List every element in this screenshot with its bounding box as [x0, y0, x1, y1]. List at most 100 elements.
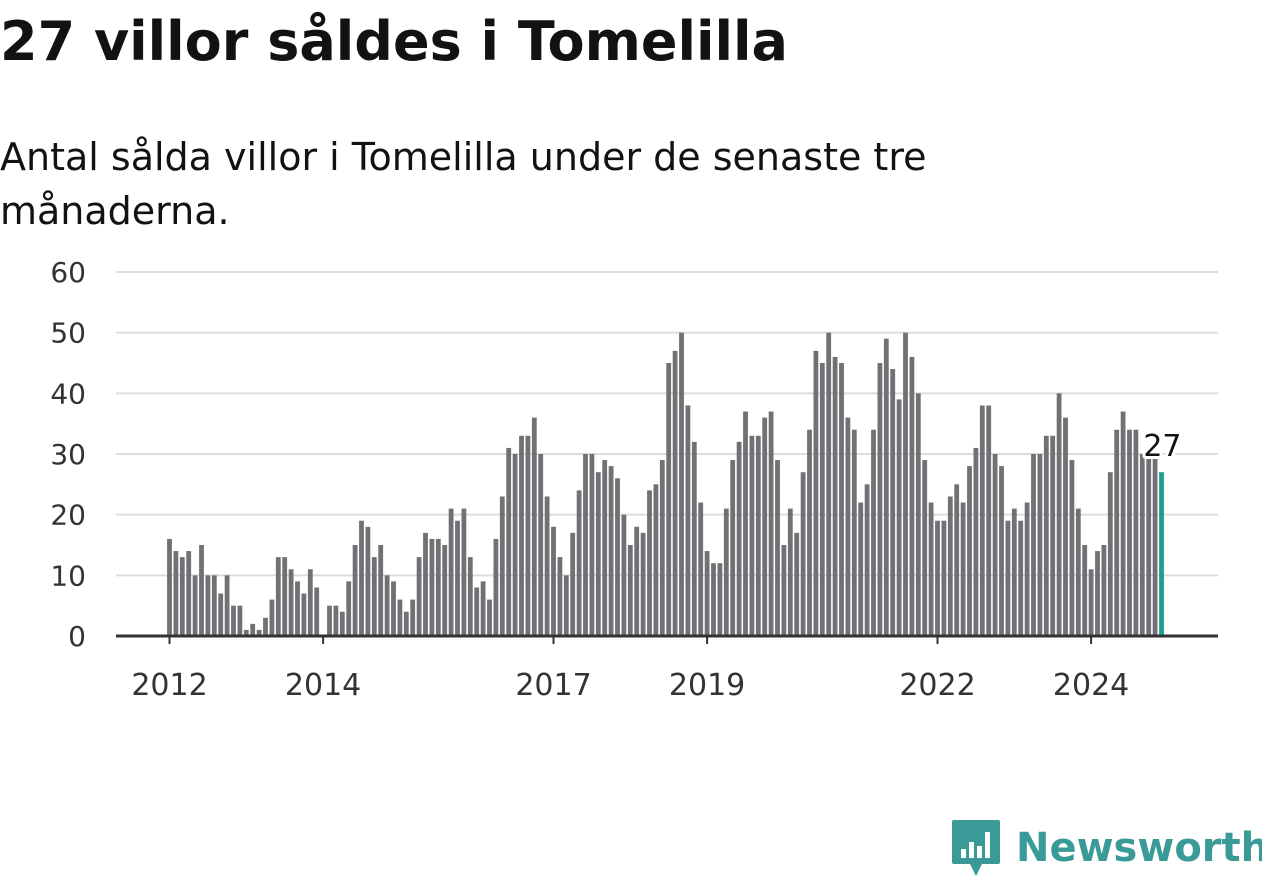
bar [794, 532, 800, 636]
bar [237, 605, 243, 636]
bar [595, 472, 601, 636]
bar [429, 538, 435, 636]
x-tick-label: 2022 [899, 668, 975, 703]
bar [487, 599, 492, 636]
last-value-label: 27 [1143, 429, 1181, 464]
bar [685, 405, 691, 636]
bar [941, 520, 947, 636]
bar [832, 356, 838, 636]
bar [186, 551, 192, 636]
bar [1018, 520, 1024, 636]
bar [1043, 435, 1049, 636]
bar [423, 532, 428, 636]
y-tick-label: 40 [50, 377, 86, 410]
y-tick-label: 50 [50, 317, 86, 350]
bar [499, 496, 505, 636]
bar [755, 435, 761, 636]
bar [1011, 508, 1017, 636]
bar [653, 484, 659, 636]
bar [282, 557, 288, 636]
bar [800, 472, 806, 636]
bar [768, 411, 774, 636]
bar [1152, 454, 1158, 636]
bar [435, 538, 441, 636]
bar [243, 629, 249, 636]
bar [775, 460, 780, 636]
bar [787, 508, 793, 636]
bar [1082, 545, 1088, 636]
bar [359, 520, 364, 636]
bar [1056, 393, 1062, 636]
bar [749, 435, 755, 636]
bar [922, 460, 928, 636]
bar [602, 460, 608, 636]
bar [442, 545, 448, 636]
bar [973, 447, 979, 636]
bar [826, 332, 832, 636]
bars [167, 332, 1164, 636]
bar [877, 363, 883, 636]
bar [1159, 472, 1164, 636]
bar [1075, 508, 1081, 636]
bar [845, 417, 851, 636]
bar [525, 435, 531, 636]
bar [781, 545, 787, 636]
bar [947, 496, 953, 636]
bar [1063, 417, 1068, 636]
bar [1127, 429, 1132, 636]
bar [327, 605, 332, 636]
x-tick-label: 2017 [515, 668, 591, 703]
y-tick-label: 10 [50, 559, 86, 592]
bar [506, 447, 512, 636]
bar [691, 441, 697, 636]
bar [871, 429, 876, 636]
bar [474, 587, 480, 636]
bar [589, 454, 595, 636]
bar [295, 581, 300, 636]
bar [915, 393, 921, 636]
bar [339, 611, 345, 636]
bar [256, 629, 262, 636]
bar [231, 605, 236, 636]
bar [935, 520, 940, 636]
bar [403, 611, 409, 636]
bar [672, 350, 678, 636]
brand-name: Newsworthy [1016, 825, 1262, 871]
bar [1114, 429, 1120, 636]
bar [1101, 545, 1107, 636]
bar [666, 363, 672, 636]
bar [301, 593, 307, 636]
bar [999, 466, 1004, 636]
brand: Newsworthy [950, 818, 1262, 878]
bar [512, 454, 518, 636]
bar [640, 532, 646, 636]
bar [1107, 472, 1113, 636]
bar [1120, 411, 1126, 636]
data-labels: 27 [1140, 426, 1184, 467]
bar [851, 429, 857, 636]
bar [813, 350, 819, 636]
bar [743, 411, 748, 636]
bar [538, 454, 544, 636]
bar [723, 508, 729, 636]
bar [634, 526, 640, 636]
bar [583, 454, 588, 636]
bar [1005, 520, 1011, 636]
bar [263, 617, 268, 636]
bar [378, 545, 384, 636]
bar [288, 569, 294, 636]
bar [909, 356, 915, 636]
bar [858, 502, 864, 636]
bar [199, 545, 204, 636]
bar [384, 575, 390, 636]
bar-chart-logo-icon [952, 820, 1000, 876]
x-tick-label: 2019 [669, 668, 745, 703]
bar [1050, 435, 1056, 636]
bar [608, 466, 614, 636]
bar [736, 441, 742, 636]
bar [896, 399, 902, 636]
y-tick-label: 60 [50, 256, 86, 289]
bar [890, 369, 896, 636]
bar [455, 520, 460, 636]
bar [365, 526, 371, 636]
